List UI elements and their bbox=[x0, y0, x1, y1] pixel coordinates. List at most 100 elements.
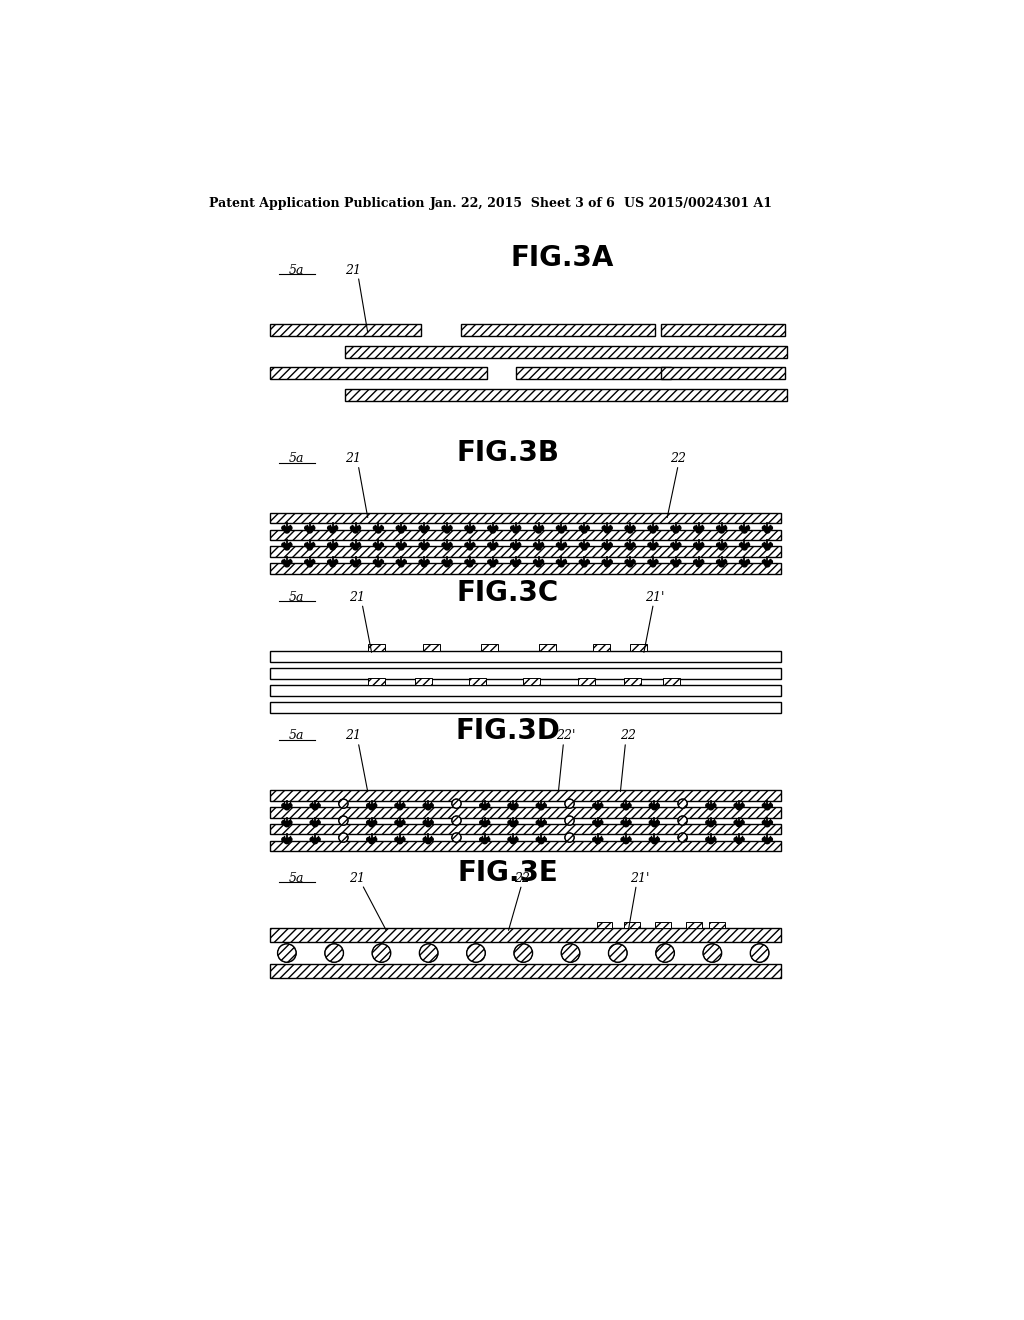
Circle shape bbox=[678, 833, 687, 842]
Circle shape bbox=[311, 527, 314, 529]
Circle shape bbox=[693, 527, 697, 529]
Circle shape bbox=[741, 561, 748, 566]
Circle shape bbox=[402, 560, 407, 564]
Circle shape bbox=[677, 543, 681, 546]
Bar bbox=[270, 529, 781, 540]
Circle shape bbox=[762, 838, 766, 841]
Bar bbox=[686, 923, 701, 928]
Circle shape bbox=[467, 528, 473, 533]
Bar bbox=[270, 824, 781, 834]
Circle shape bbox=[339, 816, 348, 825]
Circle shape bbox=[316, 804, 321, 808]
Circle shape bbox=[719, 528, 724, 533]
Circle shape bbox=[628, 804, 631, 808]
Circle shape bbox=[285, 838, 290, 843]
Circle shape bbox=[649, 838, 653, 841]
Circle shape bbox=[599, 838, 603, 841]
Text: Jan. 22, 2015  Sheet 3 of 6: Jan. 22, 2015 Sheet 3 of 6 bbox=[430, 197, 616, 210]
Circle shape bbox=[369, 804, 375, 809]
Circle shape bbox=[741, 545, 748, 550]
Circle shape bbox=[696, 528, 701, 533]
Circle shape bbox=[350, 527, 354, 529]
Circle shape bbox=[487, 543, 492, 546]
Circle shape bbox=[649, 821, 653, 825]
Circle shape bbox=[745, 527, 750, 529]
Circle shape bbox=[514, 838, 518, 841]
Circle shape bbox=[608, 527, 612, 529]
Circle shape bbox=[396, 543, 400, 546]
Circle shape bbox=[723, 560, 727, 564]
Circle shape bbox=[580, 527, 583, 529]
Circle shape bbox=[765, 838, 770, 843]
Circle shape bbox=[395, 838, 398, 841]
Circle shape bbox=[599, 804, 603, 808]
Circle shape bbox=[565, 799, 574, 808]
Circle shape bbox=[671, 527, 675, 529]
Circle shape bbox=[739, 543, 743, 546]
Circle shape bbox=[367, 838, 371, 841]
Circle shape bbox=[426, 838, 431, 843]
Circle shape bbox=[425, 560, 429, 564]
Circle shape bbox=[282, 527, 286, 529]
Circle shape bbox=[628, 561, 633, 566]
Circle shape bbox=[449, 527, 452, 529]
Circle shape bbox=[513, 545, 518, 550]
Text: FIG.3B: FIG.3B bbox=[457, 440, 559, 467]
Circle shape bbox=[745, 543, 750, 546]
Circle shape bbox=[543, 838, 546, 841]
Circle shape bbox=[719, 561, 724, 566]
Circle shape bbox=[471, 527, 475, 529]
Circle shape bbox=[288, 543, 292, 546]
Circle shape bbox=[717, 527, 721, 529]
Circle shape bbox=[602, 527, 606, 529]
Circle shape bbox=[536, 545, 542, 550]
Circle shape bbox=[673, 545, 679, 550]
Circle shape bbox=[288, 838, 292, 841]
Circle shape bbox=[508, 804, 512, 808]
Text: US 2015/0024301 A1: US 2015/0024301 A1 bbox=[624, 197, 772, 210]
Circle shape bbox=[534, 543, 538, 546]
Circle shape bbox=[353, 545, 358, 550]
Circle shape bbox=[330, 545, 335, 550]
Circle shape bbox=[556, 560, 560, 564]
Bar bbox=[523, 678, 541, 685]
Circle shape bbox=[425, 543, 429, 546]
Circle shape bbox=[534, 527, 538, 529]
Circle shape bbox=[494, 527, 498, 529]
Bar bbox=[270, 702, 781, 713]
Circle shape bbox=[540, 543, 544, 546]
Circle shape bbox=[285, 528, 290, 533]
Circle shape bbox=[608, 944, 627, 962]
Circle shape bbox=[511, 543, 514, 546]
Circle shape bbox=[561, 944, 580, 962]
Circle shape bbox=[769, 527, 772, 529]
Circle shape bbox=[595, 838, 600, 843]
Text: FIG.3E: FIG.3E bbox=[458, 859, 558, 887]
Circle shape bbox=[396, 527, 400, 529]
Circle shape bbox=[539, 804, 544, 809]
Text: 22: 22 bbox=[620, 730, 636, 742]
Circle shape bbox=[608, 560, 612, 564]
Bar bbox=[539, 644, 556, 651]
Bar bbox=[270, 928, 781, 942]
Circle shape bbox=[479, 804, 483, 808]
Circle shape bbox=[510, 804, 516, 809]
Circle shape bbox=[631, 543, 635, 546]
Circle shape bbox=[621, 821, 625, 825]
Circle shape bbox=[449, 543, 452, 546]
Circle shape bbox=[736, 838, 741, 843]
Circle shape bbox=[650, 528, 655, 533]
Bar bbox=[345, 388, 786, 401]
Circle shape bbox=[334, 543, 338, 546]
Circle shape bbox=[452, 799, 461, 808]
Circle shape bbox=[678, 816, 687, 825]
Circle shape bbox=[353, 528, 358, 533]
Circle shape bbox=[762, 560, 766, 564]
Circle shape bbox=[625, 527, 629, 529]
Circle shape bbox=[537, 821, 540, 825]
Circle shape bbox=[621, 838, 625, 841]
Circle shape bbox=[422, 528, 427, 533]
Circle shape bbox=[350, 560, 354, 564]
Circle shape bbox=[709, 838, 714, 843]
Circle shape bbox=[334, 527, 338, 529]
